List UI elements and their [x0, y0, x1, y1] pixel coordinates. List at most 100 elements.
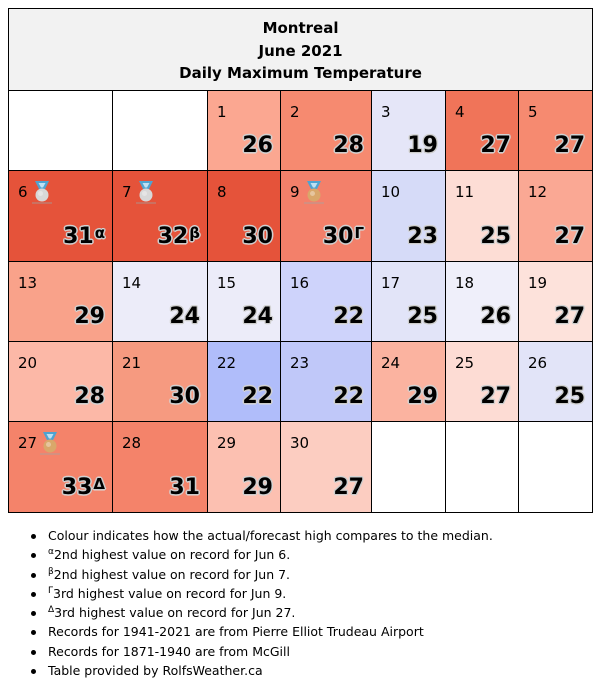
bronze-medal-icon: [39, 431, 61, 455]
temperature-value: 27: [554, 133, 586, 158]
temperature-value: 33: [61, 475, 93, 500]
max-temperature: 25: [554, 384, 585, 410]
temperature-value: 24: [169, 304, 200, 329]
footnote-item: Colour indicates how the actual/forecast…: [30, 526, 493, 545]
temperature-value: 27: [554, 224, 586, 249]
max-temperature: 30: [242, 224, 273, 250]
temperature-value: 26: [242, 133, 273, 158]
day-cell: 24 29: [371, 341, 446, 422]
footnote-text: Records for 1871-1940 are from McGill: [48, 643, 290, 659]
max-temperature: 27: [554, 133, 585, 159]
day-number: 25: [455, 354, 475, 372]
day-cell: 21 30: [112, 341, 208, 422]
chart-subtitle: Daily Maximum Temperature: [179, 64, 422, 83]
max-temperature: 28: [333, 133, 364, 159]
footnote-text: Colour indicates how the actual/forecast…: [48, 528, 493, 543]
temperature-value: 19: [407, 133, 438, 158]
max-temperature: 27: [333, 475, 364, 501]
day-number: 16: [290, 274, 310, 292]
temperature-value: 28: [333, 133, 364, 158]
max-temperature: 22: [333, 304, 364, 330]
footnote-text: 3rd highest value on record for Jun 27.: [54, 605, 296, 621]
temperature-value: 25: [554, 384, 586, 409]
day-number: 10: [381, 183, 401, 201]
temperature-value: 28: [74, 384, 105, 409]
max-temperature: 31α: [63, 224, 105, 250]
record-marker: α: [94, 224, 105, 242]
temperature-value: 26: [480, 304, 511, 329]
footnote-item: Γ3rd highest value on record for Jun 9.: [30, 584, 493, 603]
max-temperature: 23: [407, 224, 438, 250]
day-number: 3: [381, 103, 391, 121]
max-temperature: 29: [74, 304, 105, 330]
day-cell: 3 19: [371, 90, 446, 171]
calendar-week-row: 6 31α 7 32β 8 30 9 30Γ 10 23 11 25 12 27: [8, 170, 594, 262]
day-cell: 6 31α: [8, 170, 113, 262]
calendar-week-row: 1 26 2 28 3 19 4 27 5 27: [8, 90, 594, 171]
day-cell: 16 22: [280, 261, 372, 342]
max-temperature: 19: [407, 133, 438, 159]
day-cell: 18 26: [445, 261, 519, 342]
day-cell: 15 24: [207, 261, 281, 342]
calendar-week-row: 27 33Δ 28 31 29 29 30 27: [8, 421, 594, 513]
day-cell: 9 30Γ: [280, 170, 372, 262]
day-number: 7: [122, 183, 132, 201]
empty-day-cell: [445, 421, 519, 513]
temperature-value: 27: [480, 133, 511, 158]
temperature-value: 27: [554, 304, 586, 329]
temperature-value: 22: [333, 304, 364, 329]
day-number: 28: [122, 434, 142, 452]
max-temperature: 22: [242, 384, 273, 410]
day-cell: 12 27: [517, 170, 594, 262]
footnote-marker: β: [48, 566, 54, 577]
day-number: 5: [528, 103, 538, 121]
max-temperature: 27: [480, 133, 511, 159]
day-number: 11: [455, 183, 475, 201]
day-number: 23: [290, 354, 310, 372]
max-temperature: 26: [242, 133, 273, 159]
temperature-value: 29: [407, 384, 438, 409]
day-number: 2: [290, 103, 300, 121]
day-number: 17: [381, 274, 401, 292]
day-cell: 13 29: [8, 261, 113, 342]
temperature-value: 31: [63, 224, 94, 249]
day-cell: 11 25: [445, 170, 519, 262]
day-number: 27: [18, 434, 38, 452]
day-number: 4: [455, 103, 465, 121]
day-number: 9: [290, 183, 300, 201]
calendar-week-row: 13 29 14 24 15 24 16 22 17 25 18 26 19 27: [8, 261, 594, 342]
max-temperature: 32β: [158, 224, 200, 250]
footnote-marker: Δ: [48, 605, 55, 616]
bronze-medal-icon: [303, 180, 325, 204]
temperature-value: 30: [322, 224, 354, 249]
footnotes-list: Colour indicates how the actual/forecast…: [30, 526, 493, 680]
footnote-item: Table provided by RolfsWeather.ca: [30, 661, 493, 680]
calendar-header: Montreal June 2021 Daily Maximum Tempera…: [7, 8, 594, 91]
day-cell: 28 31: [112, 421, 208, 513]
temperature-value: 29: [242, 475, 273, 500]
temperature-value: 30: [242, 224, 273, 249]
footnote-marker: Γ: [48, 585, 54, 596]
silver-medal-icon: [135, 180, 157, 204]
footnote-text: 3rd highest value on record for Jun 9.: [53, 585, 287, 601]
day-cell: 29 29: [207, 421, 281, 513]
day-number: 6: [18, 183, 28, 201]
calendar-week-row: 20 28 21 30 22 22 23 22 24 29 25 27 26 25: [8, 341, 594, 422]
footnote-text: 2nd highest value on record for Jun 7.: [53, 566, 291, 582]
day-number: 15: [217, 274, 237, 292]
day-number: 21: [122, 354, 142, 372]
day-cell: 17 25: [371, 261, 446, 342]
day-cell: 10 23: [371, 170, 446, 262]
temperature-value: 29: [74, 304, 105, 329]
month-title: June 2021: [258, 41, 343, 60]
day-cell: 2 28: [280, 90, 372, 171]
day-number: 30: [290, 434, 310, 452]
day-number: 18: [455, 274, 475, 292]
empty-day-cell: [371, 421, 446, 513]
temperature-value: 31: [169, 475, 200, 500]
max-temperature: 27: [554, 304, 585, 330]
day-cell: 14 24: [112, 261, 208, 342]
day-cell: 8 30: [207, 170, 281, 262]
temperature-value: 23: [407, 224, 438, 249]
day-number: 19: [528, 274, 548, 292]
